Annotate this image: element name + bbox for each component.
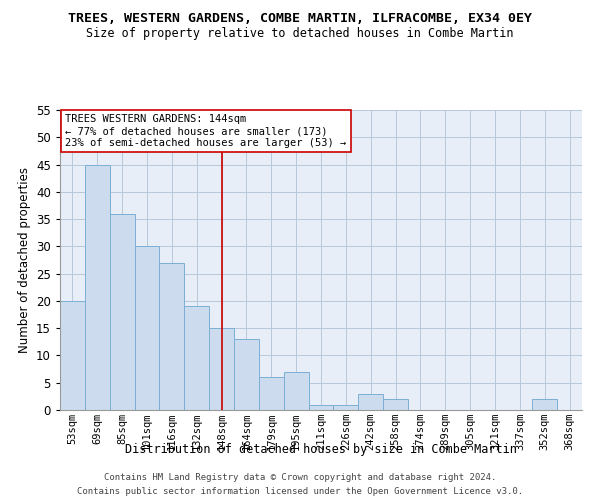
Text: TREES, WESTERN GARDENS, COMBE MARTIN, ILFRACOMBE, EX34 0EY: TREES, WESTERN GARDENS, COMBE MARTIN, IL… <box>68 12 532 26</box>
Y-axis label: Number of detached properties: Number of detached properties <box>17 167 31 353</box>
Bar <box>334 404 358 410</box>
Text: Contains HM Land Registry data © Crown copyright and database right 2024.: Contains HM Land Registry data © Crown c… <box>104 472 496 482</box>
Bar <box>532 399 557 410</box>
Bar <box>308 404 334 410</box>
Bar <box>60 301 85 410</box>
Bar <box>160 262 184 410</box>
Bar <box>284 372 308 410</box>
Bar <box>209 328 234 410</box>
Bar <box>259 378 284 410</box>
Text: TREES WESTERN GARDENS: 144sqm
← 77% of detached houses are smaller (173)
23% of : TREES WESTERN GARDENS: 144sqm ← 77% of d… <box>65 114 346 148</box>
Bar <box>85 164 110 410</box>
Bar <box>110 214 134 410</box>
Bar <box>358 394 383 410</box>
Bar <box>134 246 160 410</box>
Text: Distribution of detached houses by size in Combe Martin: Distribution of detached houses by size … <box>125 442 517 456</box>
Bar <box>184 306 209 410</box>
Bar <box>234 339 259 410</box>
Text: Contains public sector information licensed under the Open Government Licence v3: Contains public sector information licen… <box>77 488 523 496</box>
Text: Size of property relative to detached houses in Combe Martin: Size of property relative to detached ho… <box>86 28 514 40</box>
Bar <box>383 399 408 410</box>
